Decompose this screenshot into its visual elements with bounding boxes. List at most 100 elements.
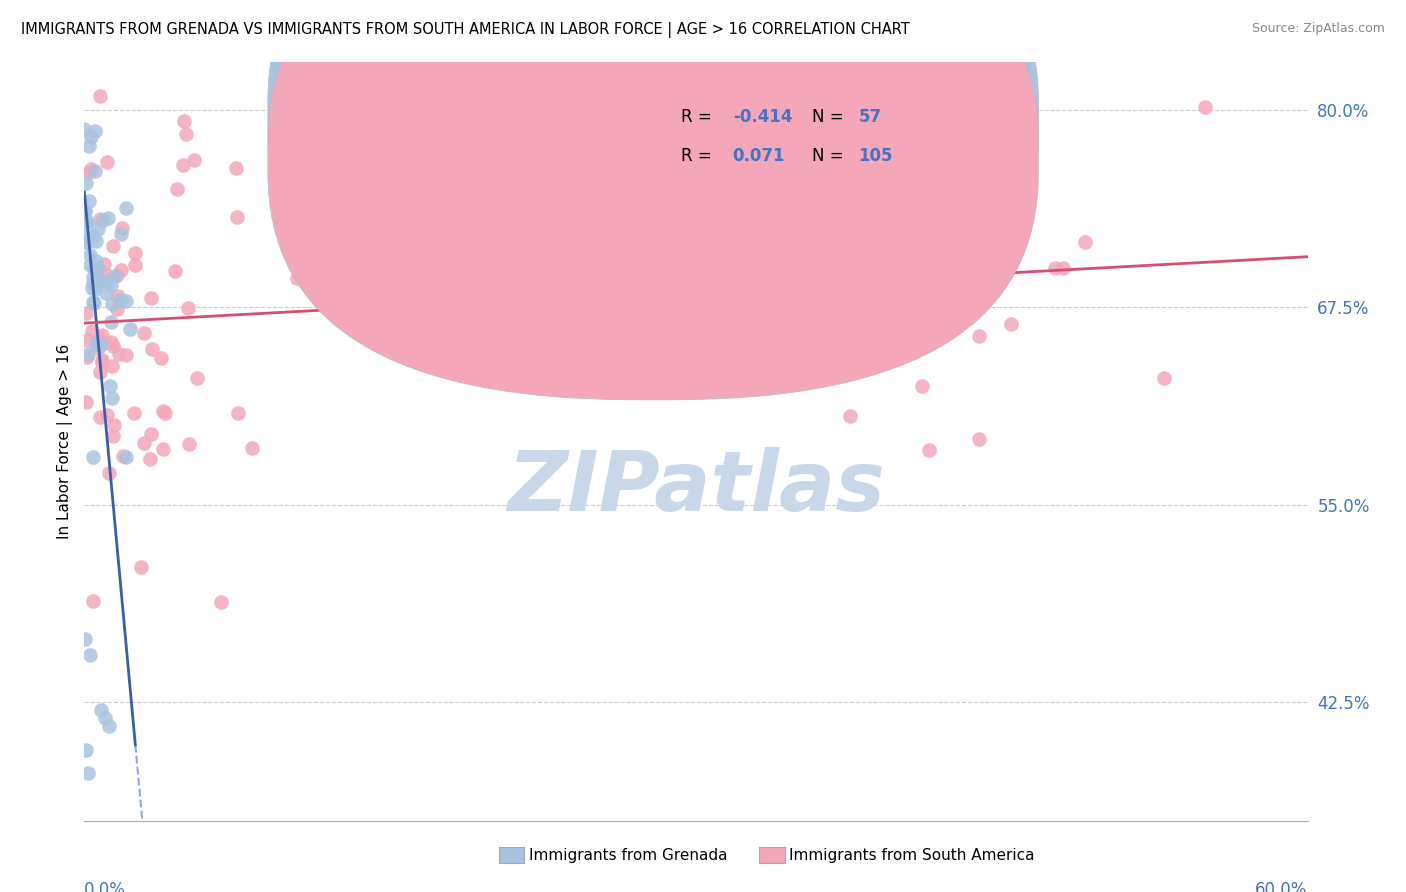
Point <box>105 268 128 282</box>
Text: ZIPatlas: ZIPatlas <box>508 447 884 527</box>
Point <box>318 135 340 149</box>
Point <box>134 436 156 450</box>
Text: 60.0%: 60.0% <box>1256 880 1308 892</box>
Point <box>76 346 98 360</box>
Text: R =: R = <box>682 147 711 165</box>
Point <box>226 210 249 224</box>
Point <box>141 342 163 356</box>
Point <box>76 233 98 247</box>
FancyBboxPatch shape <box>269 0 1039 360</box>
Text: N =: N = <box>813 147 844 165</box>
Point <box>152 442 174 457</box>
Point <box>105 301 128 316</box>
Point <box>209 595 232 609</box>
Point <box>285 271 308 285</box>
Point <box>75 176 97 190</box>
Point <box>75 632 97 646</box>
Point <box>112 450 135 464</box>
Point <box>1074 235 1097 250</box>
Point <box>149 351 172 366</box>
Point <box>86 272 108 286</box>
Point <box>111 221 134 235</box>
Point <box>283 233 305 247</box>
Point <box>101 359 124 373</box>
Point <box>153 406 176 420</box>
Point <box>100 277 122 292</box>
Point <box>536 369 558 384</box>
Point <box>97 211 120 225</box>
Point <box>93 257 115 271</box>
Point <box>110 227 132 241</box>
Point <box>226 406 249 420</box>
Point <box>98 378 121 392</box>
Point <box>124 258 146 272</box>
Point <box>97 274 120 288</box>
Point <box>177 437 200 451</box>
Point <box>463 219 485 233</box>
Point <box>86 341 108 355</box>
Point <box>97 719 120 733</box>
Point <box>1000 318 1022 332</box>
Point <box>838 409 860 423</box>
Point <box>103 418 125 433</box>
Point <box>89 366 111 380</box>
Point <box>240 441 263 455</box>
Point <box>75 394 97 409</box>
Point <box>606 216 628 230</box>
Point <box>96 154 118 169</box>
Point <box>626 158 648 172</box>
Text: Source: ZipAtlas.com: Source: ZipAtlas.com <box>1251 22 1385 36</box>
Point <box>83 282 105 296</box>
Point <box>139 427 162 442</box>
Point <box>84 124 107 138</box>
Point <box>129 559 152 574</box>
Text: R =: R = <box>682 108 711 126</box>
Point <box>967 328 990 343</box>
Point <box>997 235 1019 249</box>
Point <box>84 336 107 351</box>
Text: 105: 105 <box>859 147 893 165</box>
Point <box>82 594 104 608</box>
Point <box>82 229 104 244</box>
Point <box>97 467 120 481</box>
Point <box>186 371 208 385</box>
Point <box>83 164 105 178</box>
Point <box>100 335 122 350</box>
Point <box>1052 260 1074 275</box>
Point <box>76 214 98 228</box>
Point <box>225 161 247 176</box>
Point <box>91 352 114 367</box>
Point <box>115 450 138 465</box>
Point <box>93 213 115 227</box>
FancyBboxPatch shape <box>623 93 922 180</box>
Point <box>89 88 111 103</box>
Text: 57: 57 <box>859 108 882 126</box>
Point <box>115 348 138 362</box>
Point <box>76 350 98 364</box>
Point <box>94 286 117 301</box>
Point <box>152 404 174 418</box>
Point <box>166 181 188 195</box>
Point <box>82 276 104 290</box>
Point <box>134 326 156 341</box>
Point <box>75 235 97 250</box>
Point <box>76 306 98 320</box>
Point <box>96 268 118 282</box>
Point <box>100 392 122 406</box>
Point <box>173 114 195 128</box>
Point <box>724 375 747 389</box>
Point <box>443 71 465 86</box>
Point <box>75 217 97 231</box>
Point <box>668 367 690 381</box>
Point <box>100 315 122 329</box>
Point <box>91 327 114 342</box>
Point <box>96 409 118 423</box>
Point <box>87 260 110 275</box>
Point <box>918 443 941 458</box>
Text: IMMIGRANTS FROM GRENADA VS IMMIGRANTS FROM SOUTH AMERICA IN LABOR FORCE | AGE > : IMMIGRANTS FROM GRENADA VS IMMIGRANTS FR… <box>21 22 910 38</box>
Point <box>862 292 884 306</box>
Point <box>77 766 100 780</box>
Point <box>103 239 125 253</box>
Point <box>84 235 107 249</box>
Point <box>561 340 583 354</box>
